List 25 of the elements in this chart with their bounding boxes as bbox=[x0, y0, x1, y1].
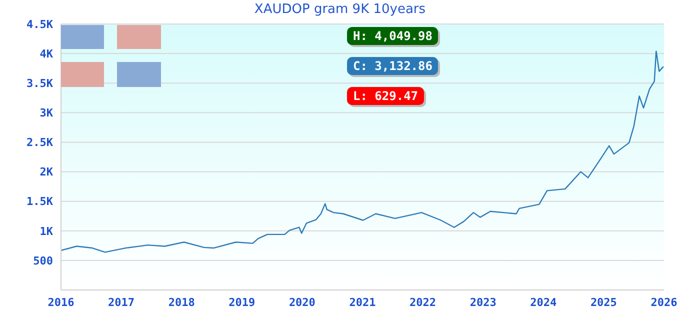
y-tick-label: 2.5K bbox=[26, 136, 54, 150]
annotation: C: 3,132.86 bbox=[347, 57, 438, 75]
y-tick-label: 2K bbox=[40, 166, 54, 179]
y-tick-label: 500 bbox=[33, 254, 53, 268]
x-tick-label: 2018 bbox=[168, 296, 195, 309]
x-tick-label: 2025 bbox=[590, 296, 617, 309]
x-tick-label: 2023 bbox=[470, 296, 496, 309]
x-tick-label: 2020 bbox=[288, 296, 316, 309]
x-tick-label: 2016 bbox=[48, 296, 75, 309]
y-tick-label: 3K bbox=[40, 106, 54, 120]
y-tick-label: 4K bbox=[40, 47, 54, 60]
y-tick-label: 1.5K bbox=[26, 195, 54, 208]
y-tick-label: 4.5K bbox=[26, 18, 54, 31]
y-tick-label: 1K bbox=[40, 224, 54, 238]
x-tick-label: 2022 bbox=[410, 296, 436, 309]
x-tick-label: 2021 bbox=[349, 296, 376, 309]
x-tick-label: 2026 bbox=[650, 296, 678, 309]
annotation: H: 4,049.98 bbox=[347, 27, 438, 45]
line-series bbox=[61, 50, 664, 253]
annotation: L: 629.47 bbox=[347, 87, 424, 105]
x-tick-label: 2024 bbox=[530, 296, 558, 309]
x-tick-label: 2017 bbox=[108, 296, 135, 309]
x-tick-label: 2019 bbox=[228, 296, 256, 309]
y-tick-label: 3.5K bbox=[26, 77, 54, 90]
chart-title: XAUDOP gram 9K 10years bbox=[253, 2, 427, 17]
